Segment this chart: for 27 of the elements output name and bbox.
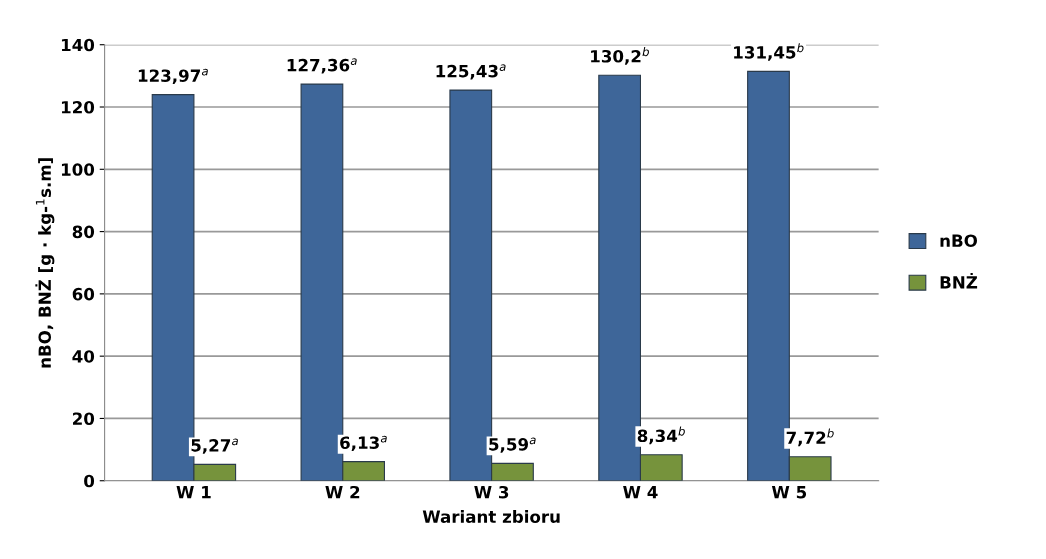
x-tick-label: W 1 [176, 486, 211, 499]
data-label: 125,43$^{a}$ [436, 64, 506, 80]
y-tick-label: 100 [61, 163, 95, 176]
y-axis-title: nBO, BNŻ [g · kg-$^{1}$s.m] [35, 158, 55, 368]
data-label: 123,97$^{a}$ [138, 68, 208, 85]
data-label: 8,34$^{b}$ [637, 426, 685, 445]
data-label: 5,59$^{a}$ [489, 437, 536, 453]
data-label: 6,13$^{a}$ [340, 435, 387, 452]
data-label: 131,45$^{b}$ [734, 43, 804, 61]
data-label: 7,72$^{b}$ [786, 428, 834, 447]
y-tick-label: 40 [72, 350, 95, 363]
y-tick-label: 20 [73, 412, 95, 426]
x-axis-title: Wariant zbioru [422, 510, 560, 523]
data-label: 127,36$^{a}$ [287, 58, 357, 74]
y-tick-label: 120 [61, 100, 95, 114]
data-label: 5,27$^{a}$ [191, 438, 238, 454]
x-tick-label: W 3 [474, 485, 509, 499]
legend-label: nBO [940, 234, 978, 247]
y-tick-label: 0 [84, 474, 95, 488]
y-tick-label: 140 [61, 38, 95, 52]
y-tick-label: 60 [72, 287, 95, 301]
y-tick-label: 80 [72, 225, 95, 239]
x-tick-label: W 5 [771, 486, 807, 499]
x-tick-label: W 2 [325, 485, 360, 499]
legend-label: BNŻ [940, 272, 978, 289]
x-tick-label: W 4 [623, 486, 658, 499]
data-label: 130,2$^{b}$ [591, 47, 649, 65]
